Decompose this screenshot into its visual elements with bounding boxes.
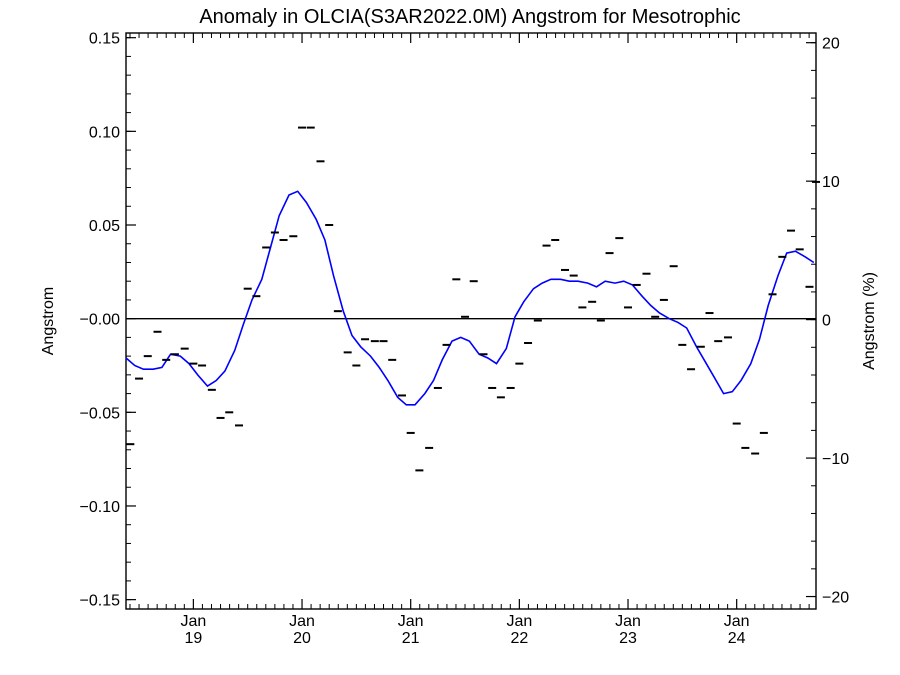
series-markers: [126, 126, 820, 472]
y-right-tick-label: 20: [822, 36, 840, 53]
x-tick-label-year: 22: [510, 630, 528, 647]
y-tick-label: −0.00: [80, 312, 121, 329]
x-tick-label-year: 24: [728, 630, 746, 647]
x-tick-label-month: Jan: [289, 613, 315, 630]
y-tick-label: −0.15: [80, 593, 121, 610]
y-tick-label: −0.10: [80, 499, 121, 516]
x-tick-label-month: Jan: [724, 613, 750, 630]
x-tick-label-year: 20: [293, 630, 311, 647]
y-axis-label: Angstrom: [40, 287, 57, 355]
smoothed-anomaly-line: [125, 190, 815, 406]
y-tick-label: 0.15: [89, 31, 120, 48]
series-line: [125, 190, 815, 406]
x-tick-label-month: Jan: [615, 613, 641, 630]
x-tick-label-month: Jan: [398, 613, 424, 630]
chart-title: Anomaly in OLCIA(S3AR2022.0M) Angstrom f…: [199, 6, 740, 28]
left-axis: −0.15 −0.10 −0.05 −0.00 0.05 0.10 0.15: [80, 31, 136, 610]
right-axis: −20 −10 0 10 20: [806, 36, 849, 607]
y-axis-label-right: Angstrom (%): [861, 272, 878, 370]
y-tick-label: 0.05: [89, 218, 120, 235]
y-right-tick-label: −10: [822, 451, 849, 468]
x-tick-label-year: 19: [184, 630, 202, 647]
y-right-tick-label: 10: [822, 174, 840, 191]
x-tick-label-year: 21: [402, 630, 420, 647]
y-tick-label: 0.10: [89, 124, 120, 141]
y-right-tick-label: 0: [822, 313, 831, 330]
plot-frame: [125, 32, 817, 610]
x-tick-label-month: Jan: [506, 613, 532, 630]
x-tick-label-year: 23: [619, 630, 637, 647]
y-tick-label: −0.05: [80, 405, 121, 422]
y-right-tick-label: −20: [822, 590, 849, 607]
x-tick-label-month: Jan: [180, 613, 206, 630]
